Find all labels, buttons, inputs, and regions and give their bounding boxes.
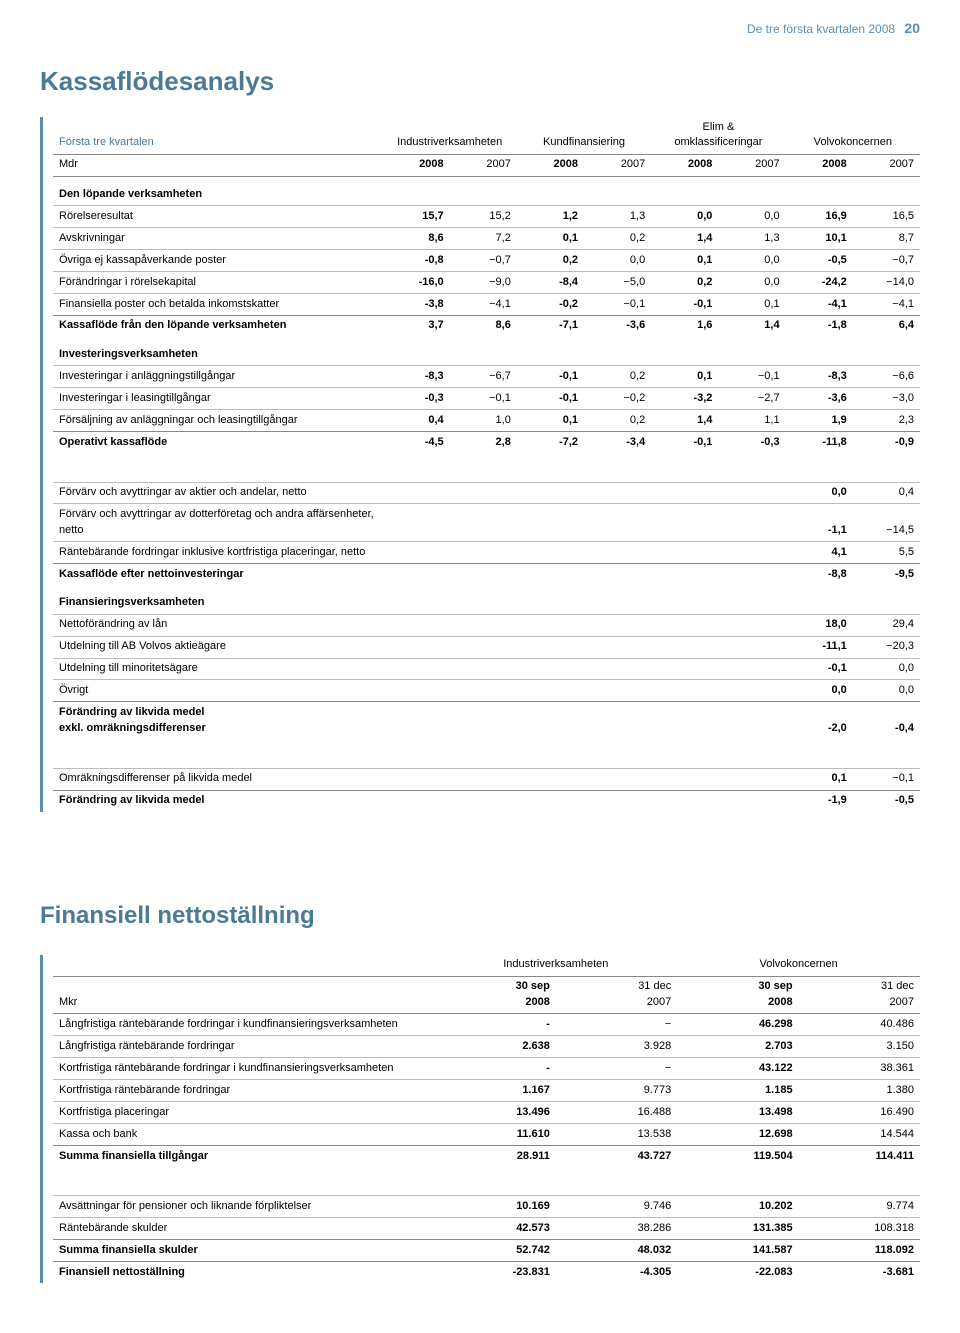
row-label: Kortfristiga placeringar [53, 1102, 434, 1124]
table-row: Förvärv och avyttringar av dotterföretag… [53, 504, 920, 542]
row-label: Övrigt [53, 680, 382, 702]
table1-subtitle: Första tre kvartalen [53, 117, 382, 154]
table-row: Kortfristiga räntebärande fordringar i k… [53, 1058, 920, 1080]
table-row: Förvärv och avyttringar av aktier och an… [53, 482, 920, 504]
cashflow-table: Första tre kvartalen Industriverksamhete… [53, 117, 920, 812]
col-header: 31 dec 2007 [799, 976, 920, 1014]
total-row: Kassaflöde efter nettoinvesteringar-8,8-… [53, 564, 920, 585]
table2-wrap: Industriverksamheten Volvokoncernen Mkr … [40, 955, 920, 1284]
table-row: Utdelning till AB Volvos aktieägare-11,1… [53, 636, 920, 658]
row-label: Operativt kassaflöde [53, 432, 382, 453]
row-label: Investeringar i anläggningstillgångar [53, 366, 382, 388]
table-row: Övrigt0,00,0 [53, 680, 920, 702]
section-header-row: Investeringsverksamheten [53, 337, 920, 366]
row-label: Summa finansiella tillgångar [53, 1146, 434, 1167]
table-row: Förändringar i rörelsekapital-16,0−9,0-8… [53, 272, 920, 294]
table-row: Investeringar i anläggningstillgångar-8,… [53, 366, 920, 388]
col-header: 31 dec 2007 [556, 976, 677, 1014]
col-header: 30 sep 2008 [434, 976, 555, 1014]
row-label: Långfristiga räntebärande fordringar i k… [53, 1014, 434, 1036]
table-row: Avsättningar för pensioner och liknande … [53, 1196, 920, 1218]
table-row: Långfristiga räntebärande fordringar i k… [53, 1014, 920, 1036]
table-row: Räntebärande fordringar inklusive kortfr… [53, 542, 920, 564]
colgroup-label: Volvokoncernen [786, 117, 920, 154]
row-label: Räntebärande skulder [53, 1218, 434, 1240]
table-row: Försäljning av anläggningar och leasingt… [53, 410, 920, 432]
row-label: Kassaflöde från den löpande verksamheten [53, 315, 382, 336]
row-label: Utdelning till minoritetsägare [53, 658, 382, 680]
row-label: Summa finansiella skulder [53, 1240, 434, 1262]
colgroup-label: Volvokoncernen [677, 955, 920, 976]
table-row: Mdr 2008 2007 2008 2007 2008 2007 2008 2… [53, 154, 920, 176]
page-number: 20 [904, 20, 920, 36]
table-row: Utdelning till minoritetsägare-0,10,0 [53, 658, 920, 680]
table-row: Omräkningsdifferenser på likvida medel0,… [53, 768, 920, 790]
table-row: Industriverksamheten Volvokoncernen [53, 955, 920, 976]
table-row: Nettoförändring av lån18,029,4 [53, 614, 920, 636]
final-row: Finansiell nettoställning-23.831-4.305-2… [53, 1262, 920, 1283]
row-label: Kassa och bank [53, 1124, 434, 1146]
total-row: Förändring av likvida medel-1,9-0,5 [53, 790, 920, 811]
total-row: Förändring av likvida medel exkl. omräkn… [53, 702, 920, 739]
table-row: Långfristiga räntebärande fordringar2.63… [53, 1036, 920, 1058]
row-label: Nettoförändring av lån [53, 614, 382, 636]
row-label: Kassaflöde efter nettoinvesteringar [53, 564, 382, 585]
table-row: Första tre kvartalen Industriverksamhete… [53, 117, 920, 154]
row-label: Försäljning av anläggningar och leasingt… [53, 410, 382, 432]
total-row: Kassaflöde från den löpande verksamheten… [53, 315, 920, 336]
total-row: Operativt kassaflöde-4,52,8-7,2-3,4-0,1-… [53, 432, 920, 453]
row-label: Kortfristiga räntebärande fordringar [53, 1080, 434, 1102]
row-label: Avskrivningar [53, 228, 382, 250]
row-label: Rörelseresultat [53, 206, 382, 228]
unit-label: Mdr [53, 154, 382, 176]
section-header-row: Finansieringsverksamheten [53, 585, 920, 614]
netposition-table: Industriverksamheten Volvokoncernen Mkr … [53, 955, 920, 1284]
table2-title: Finansiell nettoställning [40, 902, 920, 930]
colgroup-label: Elim & omklassificeringar [651, 117, 785, 154]
page-header-text: De tre första kvartalen 2008 [747, 22, 895, 36]
colgroup-label: Industriverksamheten [434, 955, 677, 976]
page-header: De tre första kvartalen 2008 20 [40, 20, 920, 36]
row-label: Förändring av likvida medel [53, 790, 382, 811]
row-label: Kortfristiga räntebärande fordringar i k… [53, 1058, 434, 1080]
row-label: Utdelning till AB Volvos aktieägare [53, 636, 382, 658]
table-row: Rörelseresultat15,715,21,21,30,00,016,91… [53, 206, 920, 228]
row-label: Investeringar i leasingtillgångar [53, 388, 382, 410]
table1-wrap: Första tre kvartalen Industriverksamhete… [40, 117, 920, 812]
row-label: Avsättningar för pensioner och liknande … [53, 1196, 434, 1218]
row-label: Förändring av likvida medel exkl. omräkn… [53, 702, 382, 739]
section-header: Den löpande verksamheten [53, 176, 920, 205]
section-header: Finansieringsverksamheten [53, 585, 920, 614]
table-row: Avskrivningar8,67,20,10,21,41,310,18,7 [53, 228, 920, 250]
table-row: Investeringar i leasingtillgångar-0,3−0,… [53, 388, 920, 410]
total-row: Summa finansiella skulder52.74248.032141… [53, 1240, 920, 1262]
table-row: Kortfristiga placeringar13.49616.48813.4… [53, 1102, 920, 1124]
col-header: 30 sep 2008 [677, 976, 798, 1014]
row-label: Förvärv och avyttringar av dotterföretag… [53, 504, 382, 542]
row-label: Långfristiga räntebärande fordringar [53, 1036, 434, 1058]
row-label: Finansiella poster och betalda inkomstsk… [53, 294, 382, 316]
row-label: Räntebärande fordringar inklusive kortfr… [53, 542, 382, 564]
row-label: Förändringar i rörelsekapital [53, 272, 382, 294]
section-header-row: Den löpande verksamheten [53, 176, 920, 205]
table-row: Mkr 30 sep 2008 31 dec 2007 30 sep 2008 … [53, 976, 920, 1014]
row-label: Finansiell nettoställning [53, 1262, 434, 1283]
colgroup-label: Industriverksamheten [382, 117, 516, 154]
table-row: Finansiella poster och betalda inkomstsk… [53, 294, 920, 316]
table-row: Kassa och bank11.61013.53812.69814.544 [53, 1124, 920, 1146]
table1-title: Kassaflödesanalys [40, 66, 920, 97]
section-header: Investeringsverksamheten [53, 337, 920, 366]
total-row: Summa finansiella tillgångar28.91143.727… [53, 1146, 920, 1167]
row-label: Övriga ej kassapåverkande poster [53, 250, 382, 272]
colgroup-label: Kundfinansiering [517, 117, 651, 154]
unit-label: Mkr [53, 976, 434, 1014]
table-row: Övriga ej kassapåverkande poster-0,8−0,7… [53, 250, 920, 272]
row-label: Förvärv och avyttringar av aktier och an… [53, 482, 382, 504]
row-label: Omräkningsdifferenser på likvida medel [53, 768, 382, 790]
table-row: Kortfristiga räntebärande fordringar1.16… [53, 1080, 920, 1102]
table-row: Räntebärande skulder42.57338.286131.3851… [53, 1218, 920, 1240]
